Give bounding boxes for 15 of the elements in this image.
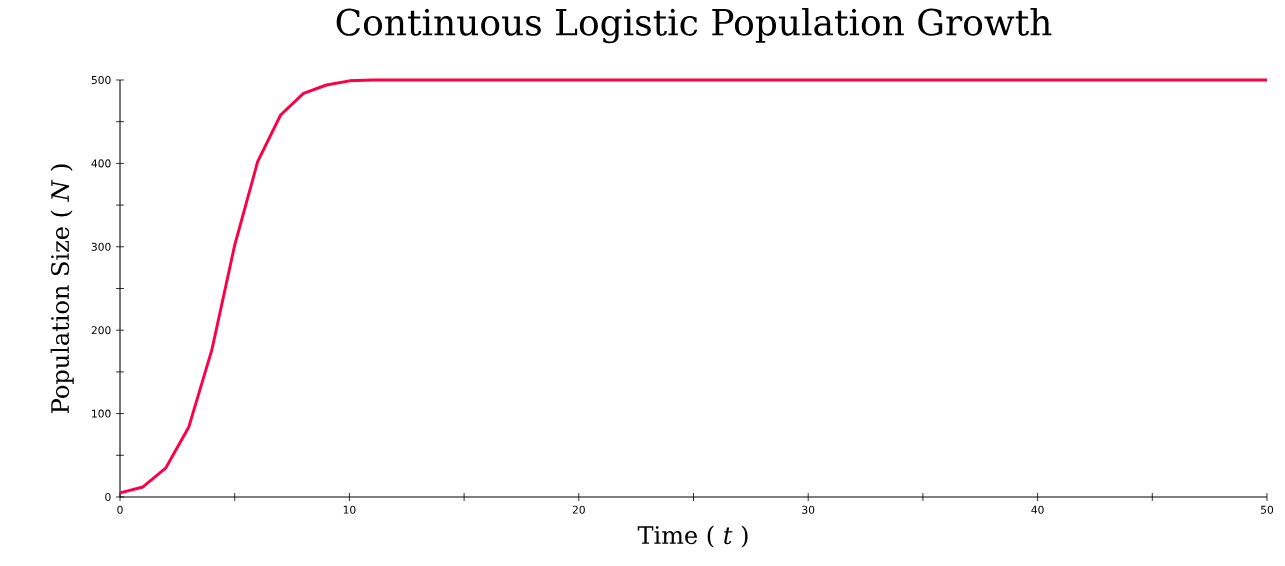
x-tick-label: 0 bbox=[117, 505, 123, 514]
x-tick-label: 50 bbox=[1261, 505, 1274, 514]
y-tick-label: 300 bbox=[91, 242, 111, 251]
x-tick-label: 10 bbox=[343, 505, 356, 514]
y-tick-label: 400 bbox=[91, 159, 111, 168]
y-axis-title: Population Size ( N ) bbox=[50, 164, 74, 413]
chart-title: Continuous Logistic Population Growth bbox=[336, 7, 1052, 44]
y-tick-label: 0 bbox=[105, 492, 111, 502]
y-tick-label: 200 bbox=[91, 326, 111, 335]
y-tick-label: 500 bbox=[91, 75, 111, 85]
x-tick-label: 30 bbox=[802, 505, 815, 514]
x-tick-label: 40 bbox=[1031, 505, 1044, 514]
y-tick-label: 100 bbox=[92, 409, 111, 418]
x-tick-label: 20 bbox=[572, 505, 585, 514]
x-axis-title: Time ( t ) bbox=[637, 525, 748, 548]
